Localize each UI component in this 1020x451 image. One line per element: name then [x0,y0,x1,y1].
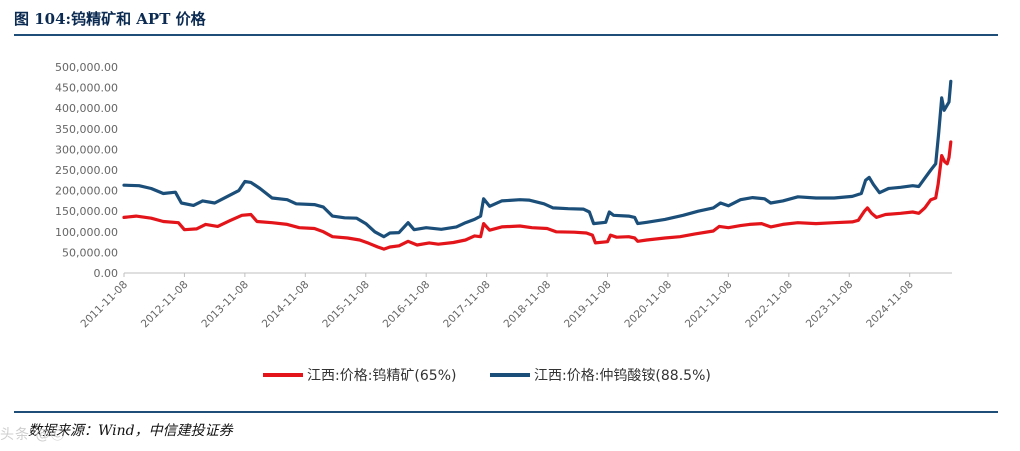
x-tick-label: 2014-11-08 [260,279,312,331]
x-tick-label: 2012-11-08 [139,279,191,331]
y-tick-label: 50,000.00 [62,246,118,259]
x-tick-label: 2019-11-08 [562,279,614,331]
series-line-tungsten-concentrate [122,140,953,251]
y-tick-label: 350,000.00 [55,123,118,136]
y-tick-label: 400,000.00 [55,102,118,115]
y-gridlines [124,66,952,274]
y-tick-label: 300,000.00 [55,143,118,156]
x-tick-label: 2018-11-08 [502,279,554,331]
header-divider [14,34,998,36]
y-tick-label: 100,000.00 [55,226,118,239]
footer-divider [14,411,998,413]
x-tick-label: 2023-11-08 [804,279,856,331]
y-tick-label: 250,000.00 [55,164,118,177]
y-tick-label: 150,000.00 [55,205,118,218]
x-axis-ticks: 2011-11-08 2012-11-08 2013-11-08 2014-11-08… [78,273,916,331]
x-tick-label: 2016-11-08 [381,279,433,331]
x-tick-label: 2017-11-08 [441,279,493,331]
x-tick-label: 2020-11-08 [622,279,674,331]
chart-legend: 江西:价格:钨精矿(65%) 江西:价格:仲钨酸铵(88.5%) [263,368,711,384]
x-tick-label: 2011-11-08 [78,279,130,331]
page-title: 图 104:钨精矿和 APT 价格 [14,10,206,28]
x-tick-label: 2013-11-08 [199,279,251,331]
legend-label: 江西:价格:仲钨酸铵(88.5%) [534,368,711,384]
chart-series [122,79,953,251]
x-tick-label: 2024-11-08 [864,279,916,331]
x-tick-label: 2021-11-08 [683,279,735,331]
source-note: 数据来源：Wind，中信建投证券 [28,423,233,439]
y-tick-label: 0.00 [94,267,119,280]
y-tick-label: 200,000.00 [55,185,118,198]
x-tick-label: 2015-11-08 [320,279,372,331]
y-axis-ticks: 0.00 50,000.00 100,000.00 150,000.00 200,000… [55,61,118,280]
y-tick-label: 500,000.00 [55,61,118,74]
x-tick-label: 2022-11-08 [743,279,795,331]
series-line-apt [122,79,953,239]
y-tick-label: 450,000.00 [55,82,118,95]
legend-label: 江西:价格:钨精矿(65%) [307,368,456,384]
watermark: 头条 @Ⓒ [0,427,66,443]
